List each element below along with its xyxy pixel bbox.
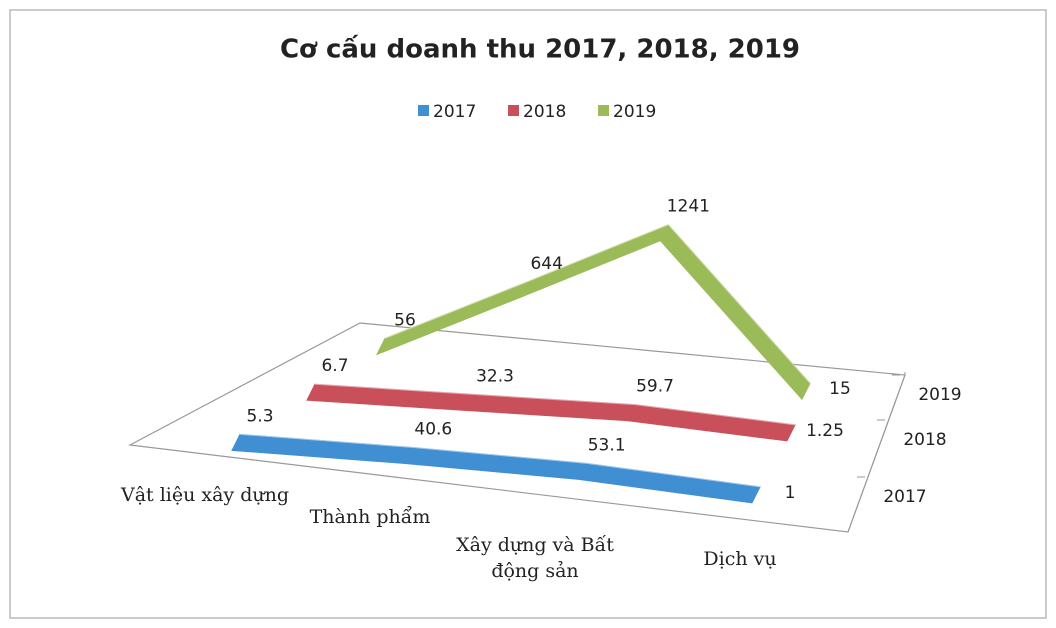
- data-label: 32.3: [476, 367, 514, 387]
- data-label: 644: [530, 254, 562, 274]
- x-tick-label: Xây dựng và Bất động sản: [456, 534, 614, 582]
- legend-label: 2017: [433, 102, 476, 122]
- chart-title: Cơ cấu doanh thu 2017, 2018, 2019: [280, 34, 800, 65]
- series-edge: [239, 433, 761, 488]
- legend-swatch: [508, 105, 519, 116]
- data-label: 5.3: [246, 406, 273, 426]
- depth-label: 2017: [883, 487, 926, 507]
- x-tick-label: Dịch vụ: [703, 548, 777, 570]
- depth-label: 2019: [918, 385, 961, 405]
- depth-axis-line: [847, 374, 906, 533]
- data-label: 1.25: [806, 421, 844, 441]
- series-edge: [384, 224, 811, 384]
- legend-swatch: [418, 105, 429, 116]
- legend-swatch: [598, 105, 609, 116]
- series-edge: [314, 383, 796, 426]
- x-tick-label: Vật liệu xây dựng: [120, 484, 289, 506]
- data-label: 53.1: [588, 435, 626, 455]
- data-label: 1: [785, 483, 796, 503]
- legend-label: 2018: [523, 102, 566, 122]
- chart-frame: [9, 9, 1047, 619]
- legend-label: 2019: [613, 102, 656, 122]
- data-label: 6.7: [321, 356, 348, 376]
- data-label: 15: [829, 379, 851, 399]
- data-label: 40.6: [414, 420, 452, 440]
- data-label: 59.7: [636, 377, 674, 397]
- x-tick-label: Thành phẩm: [309, 506, 431, 528]
- data-label: 1241: [667, 197, 710, 217]
- depth-label: 2018: [903, 430, 946, 450]
- data-label: 56: [394, 310, 416, 330]
